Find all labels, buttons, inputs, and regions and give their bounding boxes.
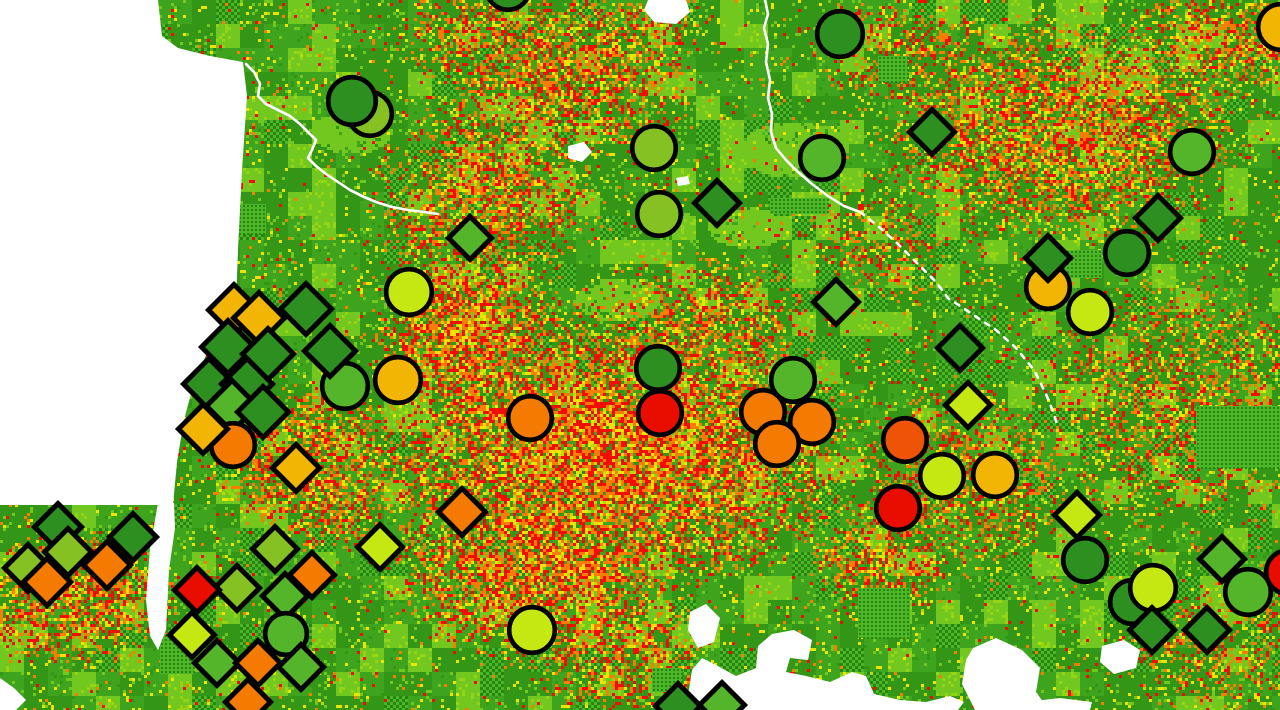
map-marker-diamond[interactable] xyxy=(809,275,863,329)
map-marker-circle[interactable] xyxy=(633,343,683,393)
map-marker-circle[interactable] xyxy=(506,604,558,656)
map-marker-circle[interactable] xyxy=(1065,287,1115,337)
map-marker-diamond[interactable] xyxy=(300,321,360,381)
map-marker-circle[interactable] xyxy=(1060,535,1110,585)
map-marker-diamond[interactable] xyxy=(1195,532,1249,586)
map-marker-circle[interactable] xyxy=(768,355,818,405)
map-marker-diamond[interactable] xyxy=(268,440,324,496)
map-marker-diamond[interactable] xyxy=(434,484,490,540)
map-marker-diamond[interactable] xyxy=(1021,231,1075,285)
map-marker-diamond[interactable] xyxy=(690,176,744,230)
map-marker-diamond[interactable] xyxy=(695,678,749,710)
map-marker-circle[interactable] xyxy=(873,483,923,533)
map-marker-diamond[interactable] xyxy=(1125,603,1179,657)
map-marker-circle[interactable] xyxy=(797,133,847,183)
map-marker-diamond[interactable] xyxy=(19,554,75,610)
map-marker-circle[interactable] xyxy=(752,419,802,469)
map-marker-circle[interactable] xyxy=(1222,566,1274,618)
map-marker-diamond[interactable] xyxy=(444,212,496,264)
map-marker-diamond[interactable] xyxy=(165,608,219,662)
map-marker-circle[interactable] xyxy=(635,388,685,438)
map-marker-diamond[interactable] xyxy=(40,524,96,580)
map-marker-diamond[interactable] xyxy=(353,520,407,574)
map-marker-diamond[interactable] xyxy=(233,382,293,442)
map-marker-diamond[interactable] xyxy=(1131,191,1185,245)
map-marker-diamond[interactable] xyxy=(105,509,161,565)
map-marker-diamond[interactable] xyxy=(1180,603,1234,657)
map-marker-diamond[interactable] xyxy=(170,563,224,617)
map-marker-diamond[interactable] xyxy=(210,561,264,615)
map-marker-diamond[interactable] xyxy=(190,636,244,690)
map-marker-diamond[interactable] xyxy=(274,640,328,694)
map-marker-circle[interactable] xyxy=(970,450,1020,500)
map-marker-circle[interactable] xyxy=(325,74,379,128)
map-marker-circle[interactable] xyxy=(1127,562,1179,614)
map-marker-circle[interactable] xyxy=(880,415,930,465)
map-marker-circle[interactable] xyxy=(383,266,435,318)
map-marker-circle[interactable] xyxy=(1167,127,1217,177)
map-marker-diamond[interactable] xyxy=(197,316,259,378)
map-marker-circle[interactable] xyxy=(629,123,679,173)
map-marker-circle[interactable] xyxy=(1102,228,1152,278)
map-marker-circle[interactable] xyxy=(486,0,530,13)
map-marker-diamond[interactable] xyxy=(651,679,705,710)
map-marker-circle[interactable] xyxy=(634,189,684,239)
map-marker-diamond[interactable] xyxy=(258,569,312,623)
map-marker-diamond[interactable] xyxy=(248,522,302,576)
map-marker-diamond[interactable] xyxy=(231,636,285,690)
map-marker-diamond[interactable] xyxy=(221,675,275,710)
map-marker-circle[interactable] xyxy=(262,610,310,658)
map-marker-diamond[interactable] xyxy=(276,279,336,339)
map-marker-circle[interactable] xyxy=(1255,1,1280,53)
map-marker-diamond[interactable] xyxy=(174,400,232,458)
map-marker-diamond[interactable] xyxy=(905,105,959,159)
map-marker-circle[interactable] xyxy=(505,393,555,443)
map-marker-circle[interactable] xyxy=(917,451,967,501)
map-marker-diamond[interactable] xyxy=(941,378,995,432)
map-marker-diamond[interactable] xyxy=(79,537,135,593)
map-marker-circle[interactable] xyxy=(814,8,866,60)
map-marker-circle[interactable] xyxy=(787,397,837,447)
map-marker-diamond[interactable] xyxy=(933,321,987,375)
map-marker-diamond[interactable] xyxy=(1050,488,1104,542)
map-marker-circle[interactable] xyxy=(372,354,424,406)
